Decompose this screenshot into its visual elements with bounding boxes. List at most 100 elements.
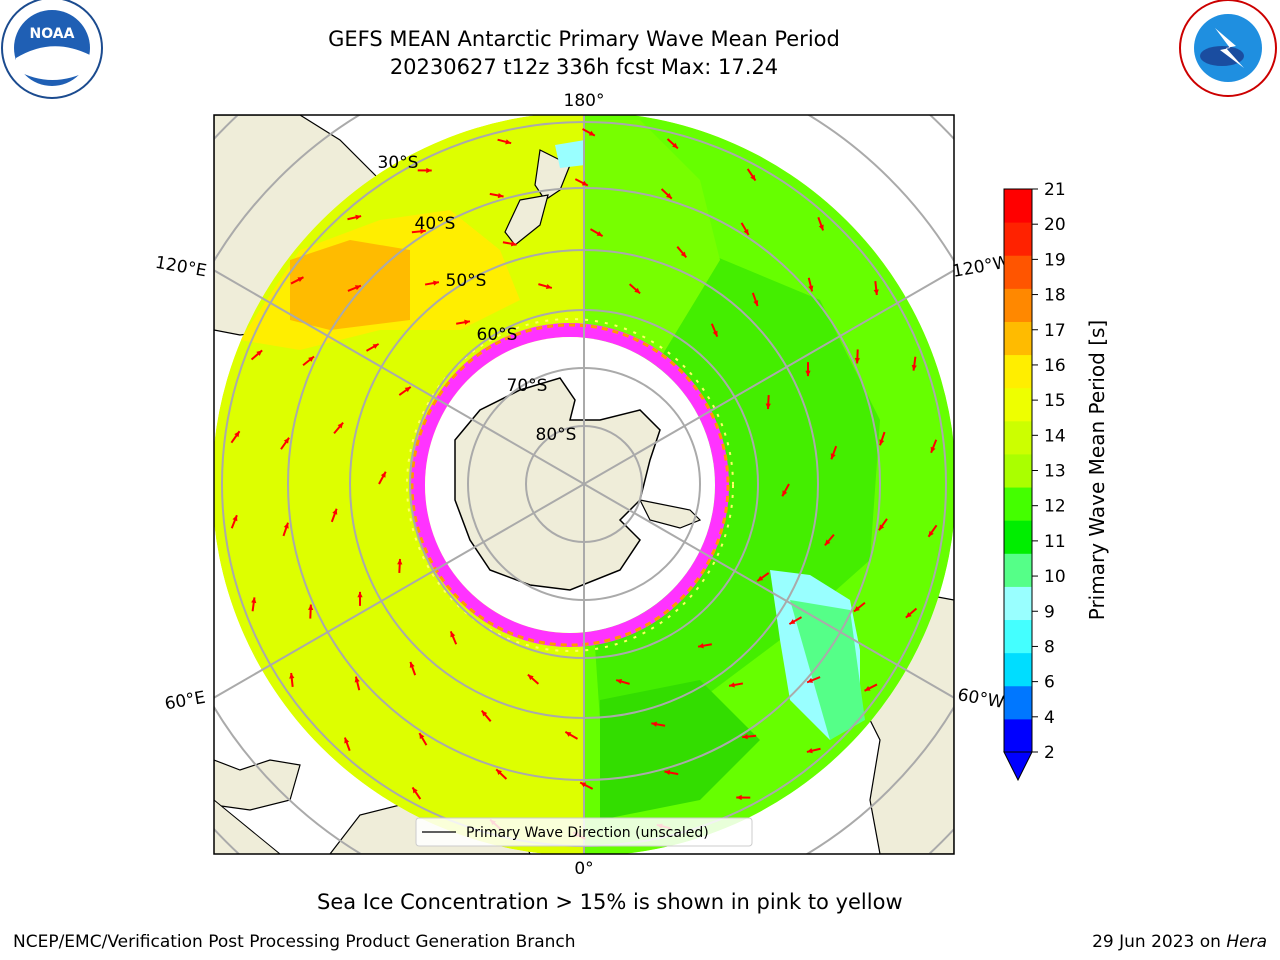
colorbar-extend-arrow (1003, 751, 1033, 782)
meridian-label-180: 180° (564, 91, 605, 111)
wave-arrow (927, 524, 938, 538)
wave-arrow (564, 731, 579, 740)
colorbar-segment (1004, 387, 1032, 422)
latitude-label-50s: 50°S (446, 271, 487, 291)
meridian-label-120e: 120°E (154, 253, 208, 282)
colorbar-tick-label: 12 (1044, 497, 1066, 517)
wave-arrow (365, 343, 380, 352)
wave-arrow (347, 214, 362, 221)
colorbar-segment (1004, 222, 1032, 256)
wave-arrow (282, 522, 289, 537)
wave-arrow (736, 794, 751, 801)
wave-arrow (864, 683, 878, 692)
wave-arrow (878, 518, 888, 531)
colorbar-segment (1004, 652, 1032, 687)
wave-arrow (830, 445, 838, 460)
colorbar-label: Primary Wave Mean Period [s] (1085, 320, 1109, 621)
wave-arrow (230, 430, 241, 444)
wave-arrow (495, 768, 508, 780)
wave-arrow (409, 661, 417, 676)
colorbar-segment (1004, 520, 1032, 554)
colorbar-tick-label: 18 (1044, 286, 1066, 306)
wave-arrow (728, 682, 744, 688)
wave-arrow (378, 471, 387, 485)
wave-arrow (397, 558, 403, 573)
latitude-label-30s: 30°S (378, 153, 419, 173)
latitude-label-80s: 80°S (536, 425, 577, 445)
wave-arrow (330, 508, 338, 523)
wave-arrow (333, 421, 344, 434)
wave-arrow (873, 281, 879, 296)
wave-arrow (449, 630, 458, 645)
wave-arrow (418, 732, 428, 746)
wave-arrow (660, 188, 673, 200)
wave-arrow (280, 437, 290, 450)
wave-arrow (664, 769, 679, 776)
wave-arrow (824, 534, 835, 547)
legend-label: Primary Wave Direction (unscaled) (466, 825, 709, 841)
wave-arrow (854, 349, 860, 364)
colorbar-segment (1004, 718, 1032, 753)
footer-host: Hera (1226, 932, 1267, 952)
noaa-logo: NOAA (1, 0, 103, 99)
wave-arrow (905, 607, 918, 619)
map-area (214, 115, 954, 854)
wave-arrow (302, 355, 315, 367)
wave-arrow (742, 734, 757, 740)
antarctic-peninsula (638, 499, 702, 529)
map-frame (213, 114, 955, 855)
wave-arrow (676, 246, 688, 259)
colorbar-tick-label: 20 (1044, 215, 1066, 235)
colorbar-tick-label: 10 (1044, 567, 1066, 587)
meridian-label-60e: 60°E (163, 688, 207, 715)
wave-arrow (756, 572, 770, 582)
colorbar-tick-label: 14 (1044, 426, 1066, 446)
latitude-label-60s: 60°S (477, 325, 518, 345)
colorbar-tick-label: 8 (1044, 637, 1055, 657)
wave-arrow (411, 786, 422, 800)
colorbar-segment (1004, 321, 1032, 356)
colorbar-segment (1004, 586, 1032, 621)
colorbar-tick-label: 4 (1044, 708, 1055, 728)
map-legend: Primary Wave Direction (unscaled) (415, 817, 753, 847)
colorbar-tick-label: 15 (1044, 391, 1066, 411)
wave-arrow (853, 601, 866, 613)
wave-arrow (251, 597, 257, 612)
wave-arrow (765, 395, 771, 410)
meridian-label-60w: 60°W (956, 685, 1006, 713)
wave-arrow (911, 356, 917, 371)
wave-arrow (480, 709, 492, 722)
wave-arrow (930, 439, 938, 454)
wave-arrow (807, 277, 814, 292)
footer-date-text: 29 Jun 2023 on (1092, 932, 1227, 952)
colorbar-tick-label: 13 (1044, 462, 1066, 482)
wave-arrow (806, 676, 821, 684)
wave-arrow (579, 781, 594, 790)
colorbar-tick-label: 6 (1044, 673, 1055, 693)
sea-ice-caption: Sea Ice Concentration > 15% is shown in … (317, 890, 903, 914)
wave-arrow (740, 222, 750, 236)
colorbar-segment (1004, 420, 1032, 455)
wave-arrow (502, 241, 517, 247)
wave-arrow (817, 216, 825, 231)
wave-arrow (347, 284, 362, 292)
colorbar-segment (1004, 619, 1032, 654)
footer-date: 29 Jun 2023 on Hera (1092, 932, 1267, 952)
colorbar-segment (1004, 685, 1032, 720)
colorbar-tick-label: 16 (1044, 356, 1066, 376)
meridian-label-0: 0° (574, 859, 593, 879)
colorbar-segment (1004, 453, 1032, 488)
latitude-label-70s: 70°S (507, 376, 548, 396)
wave-arrow (354, 676, 361, 691)
wave-arrow (781, 483, 790, 497)
colorbar-segment (1004, 487, 1032, 521)
wave-arrow (574, 178, 589, 187)
meridian-label-120w: 120°W (951, 252, 1012, 282)
wave-arrow (666, 138, 679, 150)
footer-credit: NCEP/EMC/Verification Post Processing Pr… (13, 932, 576, 952)
wave-arrow (290, 276, 304, 285)
wave-arrow (497, 138, 512, 145)
colorbar-tick-label: 2 (1044, 743, 1055, 763)
wave-arrow (628, 283, 641, 295)
